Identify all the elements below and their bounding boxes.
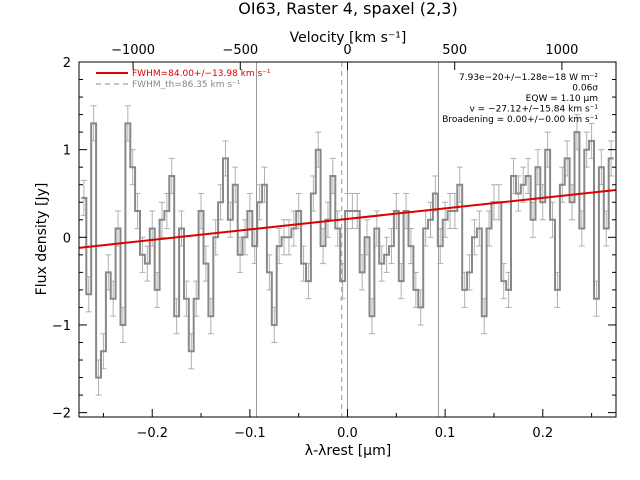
- fit-line: [78, 188, 617, 249]
- y-tick-label: 2: [63, 56, 71, 71]
- annotation: Broadening = 0.00+/−0.00 km s⁻¹: [442, 115, 598, 125]
- chart-title: OI63, Raster 4, spaxel (2,3): [238, 0, 457, 18]
- x-tick-label: 0.2: [532, 426, 553, 441]
- legend-label: FWHM=84.00+/−13.98 km s⁻¹: [132, 69, 271, 79]
- x-tick-label: 0.1: [435, 426, 456, 441]
- top-axis-label: Velocity [km s⁻¹]: [290, 30, 407, 46]
- annotation: v = −27.12+/−15.84 km s⁻¹: [469, 105, 598, 115]
- x-tick-label: −0.2: [136, 426, 168, 441]
- top-tick-label: 0: [343, 43, 351, 58]
- y-tick-label: −1: [52, 319, 71, 334]
- x-axis-label: λ-λrest [µm]: [305, 443, 391, 459]
- y-tick-label: 1: [63, 144, 71, 159]
- top-tick-label: 1000: [545, 43, 578, 58]
- y-tick-label: −2: [52, 407, 71, 422]
- legend-label: FWHM_th=86.35 km s⁻¹: [132, 80, 241, 90]
- x-tick-label: 0.0: [337, 426, 358, 441]
- plot-area: −0.2 −0.1 0.0 0.1 0.2 −1000 −500 0 500 1000 −2 −1 0 1…: [52, 43, 617, 441]
- y-tick-label: 0: [63, 231, 71, 246]
- annotation: EQW = 1.10 µm: [526, 94, 598, 104]
- annotation: 7.93e−20+/−1.28e−18 W m⁻²: [459, 73, 598, 83]
- top-tick-label: 500: [442, 43, 467, 58]
- top-tick-label: −1000: [111, 43, 155, 58]
- x-tick-label: −0.1: [234, 426, 266, 441]
- top-tick-label: −500: [222, 43, 258, 58]
- y-axis-label: Flux density [Jy]: [34, 183, 50, 296]
- spectrum-histogram: [81, 122, 614, 379]
- annotation: 0.06σ: [572, 84, 598, 94]
